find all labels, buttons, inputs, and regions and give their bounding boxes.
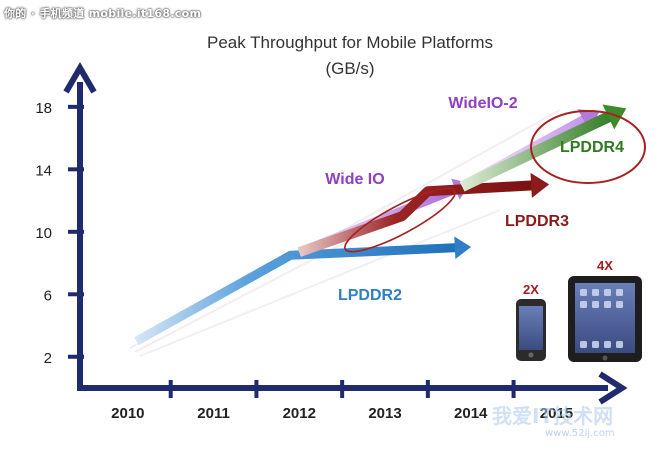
x-axis-arrowhead — [598, 371, 628, 405]
series-layer — [134, 104, 627, 346]
y-tick-label: 10 — [35, 225, 52, 242]
ticks-layer: 2 6 10 14 18 2010 2011 2012 2013 2014 2015 — [35, 100, 573, 422]
series-label-lpddr3: LPDDR3 — [505, 213, 569, 230]
series-label-wide-io: Wide IO — [325, 171, 384, 188]
series-label-lpddr2: LPDDR2 — [338, 287, 402, 304]
series-label-lpddr4: LPDDR4 — [560, 139, 624, 156]
x-tick-label: 2013 — [368, 405, 401, 422]
series-arrowhead-wideio-2 — [577, 109, 600, 132]
chart-title: Peak Throughput for Mobile Platforms — [207, 33, 493, 52]
series-label-wideio-2: WideIO-2 — [448, 95, 517, 112]
y-tick-label: 18 — [35, 100, 52, 117]
series-line-lpddr2 — [134, 242, 463, 346]
watermark-top-left: 你的 · 手机频道 mobile.it168.com — [4, 7, 202, 20]
phone-multiplier-label: 2X — [523, 282, 539, 297]
x-tick-label: 2012 — [283, 405, 316, 422]
series-lpddr2 — [134, 236, 472, 346]
labels-layer: LPDDR2 Wide IO LPDDR3 WideIO-2 LPDDR4 — [325, 95, 624, 304]
tablet-device — [568, 276, 642, 362]
phone-device — [516, 299, 546, 361]
lpddr3-highlight-ellipse — [344, 187, 456, 253]
series-lpddr4 — [459, 104, 627, 192]
x-tick-label: 2015 — [540, 405, 573, 422]
x-tick-label: 2011 — [197, 405, 230, 422]
series-arrowhead-lpddr3 — [530, 172, 550, 198]
series-arrowhead-lpddr4 — [602, 104, 627, 130]
chart-subtitle: (GB/s) — [325, 59, 374, 78]
watermark-bottom-right: 我爱IT技术网 — [492, 404, 614, 428]
series-arrowhead-lpddr2 — [454, 236, 472, 259]
series-line-lpddr3 — [297, 179, 540, 257]
y-tick-label: 14 — [35, 162, 52, 179]
series-lpddr3 — [297, 172, 550, 257]
y-tick-label: 6 — [44, 287, 52, 304]
tablet-multiplier-label: 4X — [597, 258, 613, 273]
series-line-lpddr4 — [459, 108, 619, 192]
x-tick-label: 2010 — [111, 405, 144, 422]
x-tick-label: 2014 — [454, 405, 488, 422]
lpddr4-highlight-ellipse — [530, 110, 646, 184]
y-tick-label: 2 — [44, 350, 52, 367]
watermark-bottom-right-url: www.52ij.com — [545, 428, 615, 439]
y-axis-arrowhead — [63, 62, 97, 94]
